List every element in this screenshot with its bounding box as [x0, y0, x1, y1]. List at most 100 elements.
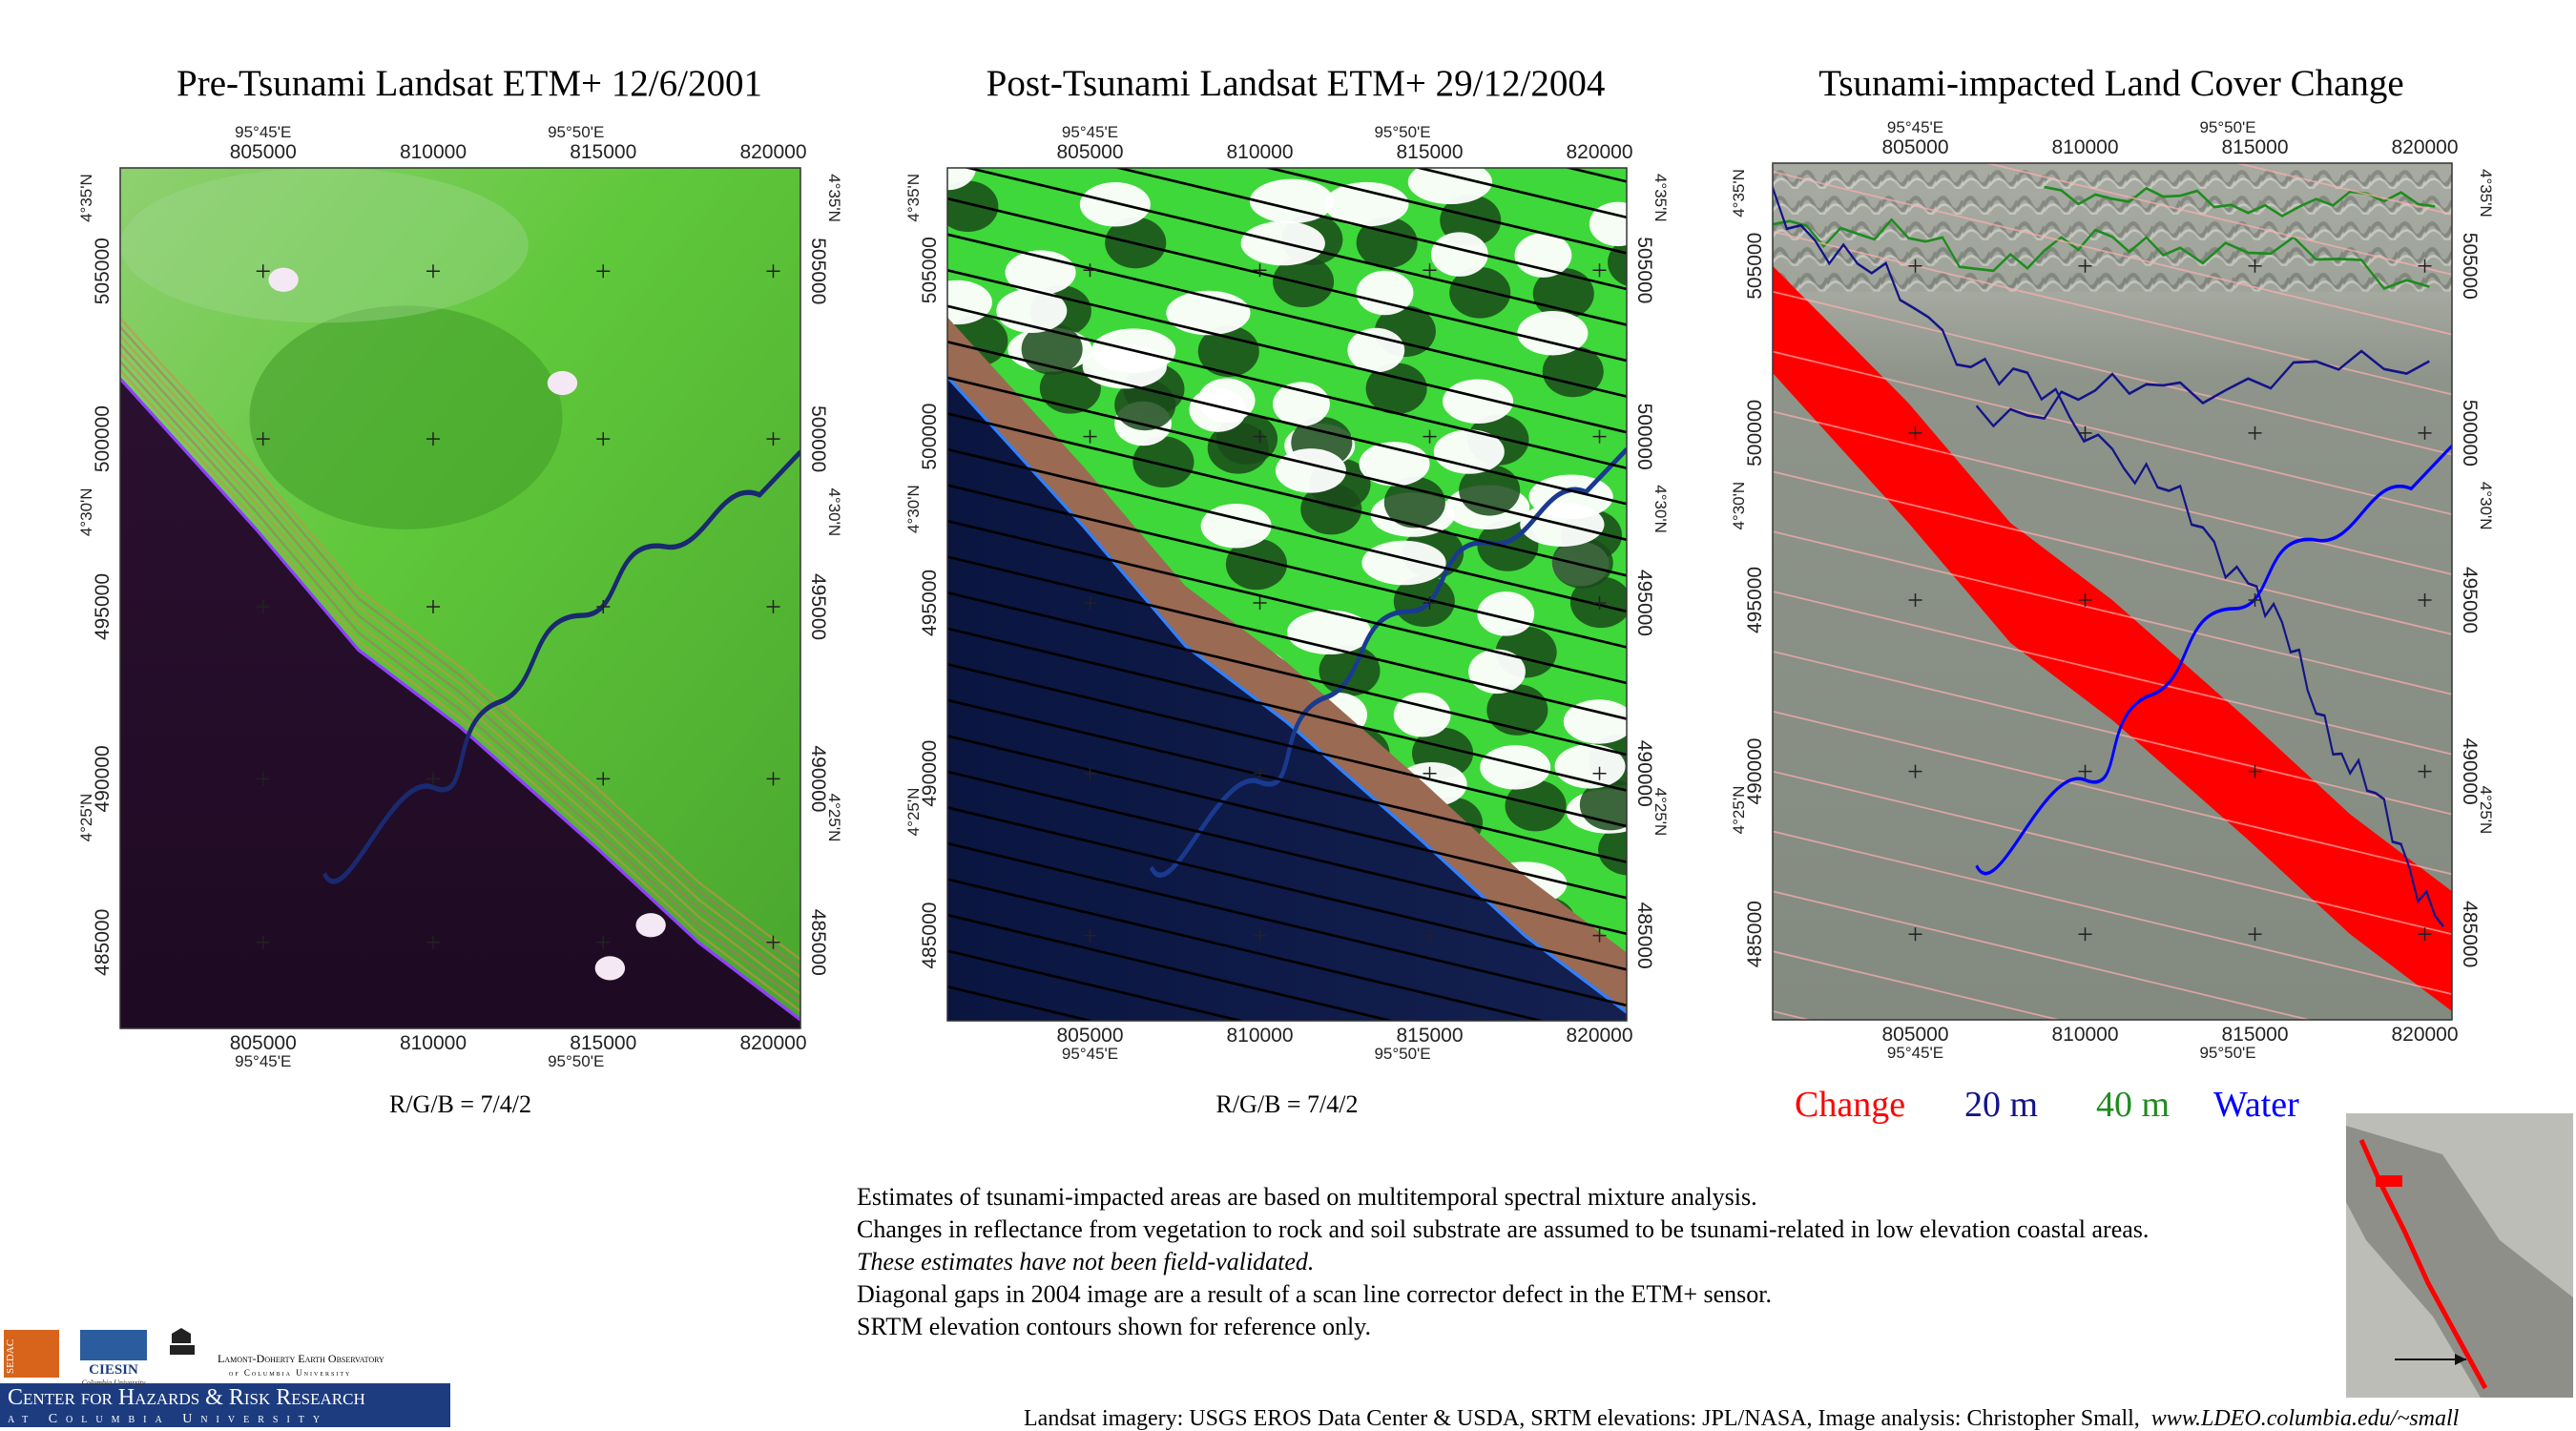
- latitude-label: 4°35'N: [825, 174, 843, 222]
- grid-cross: [1423, 766, 1437, 780]
- map-image: [120, 168, 800, 1028]
- cloud-shadow: [1598, 823, 1627, 876]
- cloud: [1356, 270, 1414, 316]
- change-gap: [2233, 163, 2452, 216]
- cloud: [1480, 745, 1551, 790]
- grid-cross: [766, 600, 780, 614]
- latitude-label: 4°30'N: [825, 487, 843, 536]
- northing-label: 490000: [1744, 738, 1766, 805]
- latitude-label: 4°30'N: [1652, 485, 1670, 533]
- easting-label: 820000: [2391, 136, 2458, 158]
- northing-label: 505000: [919, 237, 941, 303]
- cloud-shadow: [1197, 325, 1259, 378]
- scan-gap: [947, 627, 1627, 792]
- change-gap: [1773, 470, 2452, 635]
- scan-gap: [947, 841, 1627, 1007]
- easting-label: 820000: [2391, 1024, 2458, 1046]
- change-gap: [1984, 163, 2452, 276]
- northing-label: 505000: [1744, 233, 1766, 300]
- scan-gap: [947, 412, 1627, 577]
- cloud: [1430, 232, 1488, 277]
- cloud-shadow: [1225, 538, 1287, 591]
- cloud-shadow: [1449, 267, 1511, 319]
- coastline: [120, 377, 800, 1022]
- easting-label: 815000: [570, 141, 636, 163]
- easting-label: 815000: [1396, 141, 1463, 163]
- cloud: [1563, 699, 1627, 744]
- banner-sub: at Columbia University: [8, 1412, 328, 1426]
- latitude-label: 4°30'N: [77, 487, 95, 536]
- panel-title: Pre-Tsunami Landsat ETM+ 12/6/2001: [177, 63, 762, 104]
- longitude-label: 95°50'E: [548, 1052, 604, 1070]
- cloud-shadow: [947, 180, 999, 233]
- scan-gap: [947, 519, 1627, 685]
- vegetation-patch: [249, 305, 563, 529]
- credits-url: www.LDEO.columbia.edu/~small: [2151, 1406, 2460, 1431]
- northing-label: 505000: [92, 238, 114, 304]
- grid-cross: [1253, 766, 1267, 780]
- northing-label: 490000: [1633, 740, 1655, 807]
- scan-gap: [947, 949, 1247, 1021]
- grid-cross: [1592, 766, 1607, 780]
- contour-20m: [1773, 187, 2444, 928]
- easting-label: 820000: [739, 1032, 806, 1054]
- change-gap: [1773, 710, 2452, 876]
- panel-caption: R/G/B = 7/4/2: [1215, 1090, 1358, 1118]
- grid-cross: [2078, 592, 2092, 607]
- longitude-label: 95°50'E: [1374, 123, 1430, 141]
- map-frame: [1772, 162, 2453, 1021]
- map-frame: [119, 167, 801, 1029]
- grid-cross: [596, 600, 611, 614]
- coastal-damage: [947, 317, 1627, 1013]
- grid-cross: [596, 772, 611, 786]
- grid-cross: [1083, 766, 1097, 780]
- scan-gap: [947, 985, 1096, 1021]
- easting-label: 805000: [1881, 136, 1948, 158]
- grid-cross: [766, 772, 780, 786]
- grid-cross: [1083, 928, 1097, 943]
- grid-cross: [2248, 592, 2262, 607]
- latitude-label: 4°25'N: [77, 794, 95, 842]
- easting-label: 805000: [230, 1032, 297, 1054]
- longitude-label: 95°45'E: [235, 123, 291, 141]
- coastal-stripe: [120, 317, 800, 962]
- grid-cross: [2078, 259, 2092, 273]
- northing-label: 485000: [1633, 902, 1655, 969]
- scan-gap: [1113, 168, 1627, 291]
- credits: Landsat imagery: USGS EROS Data Center &…: [1024, 1406, 2460, 1431]
- easting-label: 815000: [2221, 1024, 2288, 1046]
- change-gap: [1773, 830, 2452, 995]
- grid-cross: [1423, 595, 1437, 610]
- easting-label: 815000: [2221, 136, 2288, 158]
- grid-cross: [766, 264, 780, 279]
- scan-gap: [947, 770, 1627, 936]
- cloud: [1200, 503, 1272, 549]
- coastal-stripe: [120, 368, 800, 1013]
- scan-gap: [947, 341, 1627, 506]
- grid-cross: [766, 935, 780, 949]
- scan-gap: [963, 168, 1627, 326]
- logo-lamont-sub: of Columbia University: [229, 1368, 351, 1378]
- grid-cross: [2248, 764, 2262, 778]
- scan-gap: [1413, 168, 1627, 219]
- banner: [0, 1383, 450, 1427]
- grid-cross: [2248, 259, 2262, 273]
- latitude-label: 4°35'N: [77, 174, 95, 222]
- grid-cross: [426, 935, 440, 949]
- grid-cross: [1253, 928, 1267, 943]
- scan-gap: [947, 376, 1627, 542]
- cloud: [1589, 201, 1627, 247]
- northing-label: 485000: [92, 909, 114, 976]
- change-gap: [1773, 591, 2452, 756]
- inset-map: [2346, 1113, 2573, 1398]
- cloud: [635, 913, 666, 938]
- change-gap: [1773, 171, 2452, 336]
- easting-label: 815000: [1396, 1025, 1463, 1047]
- change-gap: [1773, 770, 2452, 936]
- grid-cross: [1083, 429, 1097, 444]
- scan-gap: [947, 447, 1627, 613]
- cloud-shadow: [1383, 476, 1445, 529]
- easting-label: 815000: [570, 1032, 636, 1054]
- latitude-label: 4°25'N: [1652, 788, 1670, 837]
